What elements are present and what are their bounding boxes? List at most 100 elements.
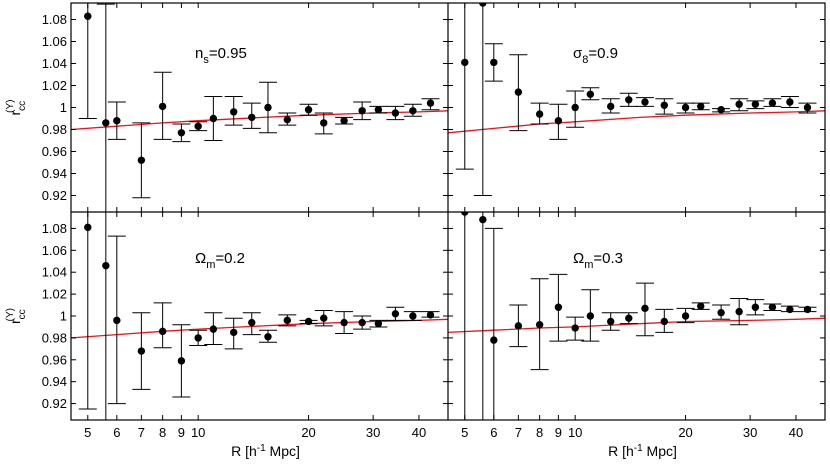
x-tick-label: 20 [301, 425, 315, 440]
x-axis-label-prefix: R [h [231, 443, 257, 459]
data-point [374, 319, 383, 328]
data-point [681, 103, 690, 112]
y-tick-label: 1.06 [42, 243, 67, 258]
x-tick-label: 30 [743, 425, 757, 440]
data-point [283, 316, 292, 325]
y-tick-label: 0.98 [42, 330, 67, 345]
data-point [113, 117, 121, 125]
y-tick-label: 0.98 [42, 122, 67, 137]
error-bar [473, 3, 492, 196]
data-point [625, 96, 633, 104]
panel-frames [70, 2, 826, 421]
data-point [768, 303, 777, 311]
error-bar [153, 302, 172, 349]
x-tick-label: 10 [191, 425, 205, 440]
panel-top-left [71, 3, 448, 212]
data-point [571, 324, 579, 332]
x-tick-label: 7 [138, 425, 145, 440]
x-axis-label: R [h-1 Mpc] [608, 443, 677, 460]
data-point [571, 103, 579, 112]
data-point [786, 305, 794, 314]
x-tick-label: 9 [555, 425, 562, 440]
data-point [304, 317, 313, 326]
data-point [102, 119, 110, 127]
data-point [641, 304, 649, 313]
x-tick-label: 5 [84, 425, 91, 440]
data-point [102, 261, 110, 270]
panel-bottom-left [71, 212, 448, 420]
data-point [751, 303, 760, 311]
data-point [409, 107, 417, 115]
y-tick-label: 0.92 [42, 188, 67, 203]
data-point [264, 333, 272, 341]
data-point [803, 103, 812, 112]
data-point [586, 312, 595, 320]
data-point [426, 311, 435, 319]
data-point [230, 328, 238, 337]
x-axis-label-suffix: Mpc] [266, 443, 300, 459]
panel-plot-area [448, 212, 825, 420]
data-point [264, 103, 272, 112]
panel-top-right [448, 3, 825, 196]
data-point [158, 327, 167, 336]
data-point [194, 122, 202, 130]
x-tick-label: 9 [178, 425, 185, 440]
y-tick-label: 1.08 [42, 221, 67, 236]
y-axis-label-sub: cc [17, 309, 28, 319]
panel-label-top-left: ns=0.95 [195, 45, 247, 66]
data-point [479, 215, 487, 224]
y-tick-label: 0.96 [42, 144, 67, 159]
error-bar [78, 212, 97, 410]
data-point [641, 98, 649, 106]
data-point [137, 156, 146, 164]
model-curve [71, 110, 448, 131]
y-tick-label: 1.06 [42, 34, 67, 49]
data-point [786, 98, 794, 106]
x-axis-label-suffix: Mpc] [643, 443, 677, 459]
data-point [137, 347, 146, 355]
data-point [490, 336, 498, 344]
data-point [751, 100, 760, 108]
data-point [607, 102, 615, 111]
data-point [409, 312, 417, 320]
x-axis-label-prefix: R [h [608, 443, 634, 459]
data-point [248, 113, 256, 122]
data-point [660, 101, 669, 110]
data-point [230, 108, 238, 116]
data-point [514, 322, 523, 330]
data-point [717, 106, 725, 114]
y-tick-label: 0.92 [42, 396, 67, 411]
data-point [735, 100, 743, 108]
data-point [358, 107, 366, 115]
panel-plot-area [448, 3, 825, 196]
model-curve [448, 110, 825, 134]
x-tick-label: 6 [490, 425, 497, 440]
data-point [490, 58, 498, 67]
y-tick-label: 1.02 [42, 287, 67, 302]
x-axis-label-sup: -1 [257, 443, 266, 454]
data-point [660, 317, 669, 326]
error-bar [473, 212, 492, 420]
x-tick-label: 8 [159, 425, 166, 440]
y-axis-label: rcc(Υ) [5, 308, 28, 324]
svg-text:rcc(Υ): rcc(Υ) [5, 308, 28, 324]
data-point [340, 318, 348, 327]
x-tick-label: 10 [568, 425, 582, 440]
data-point [194, 334, 202, 342]
data-point [554, 303, 563, 311]
data-point [586, 90, 595, 99]
x-tick-label: 8 [536, 425, 543, 440]
data-point [717, 309, 725, 317]
x-tick-label: 7 [515, 425, 522, 440]
data-point [113, 316, 121, 325]
x-tick-label: 30 [366, 425, 380, 440]
x-axis-ticks: 5 6 7 8 9 10 20 30 40 5 6 7 8 9 10 20 30 40 [84, 3, 803, 440]
x-axis-label-sup: -1 [634, 443, 643, 454]
data-point [479, 3, 487, 7]
data-point [283, 115, 292, 124]
data-point [554, 117, 563, 125]
y-tick-label: 1 [60, 100, 67, 115]
data-point [320, 314, 328, 322]
error-bar [484, 227, 503, 420]
y-tick-label: 1.04 [42, 56, 67, 71]
